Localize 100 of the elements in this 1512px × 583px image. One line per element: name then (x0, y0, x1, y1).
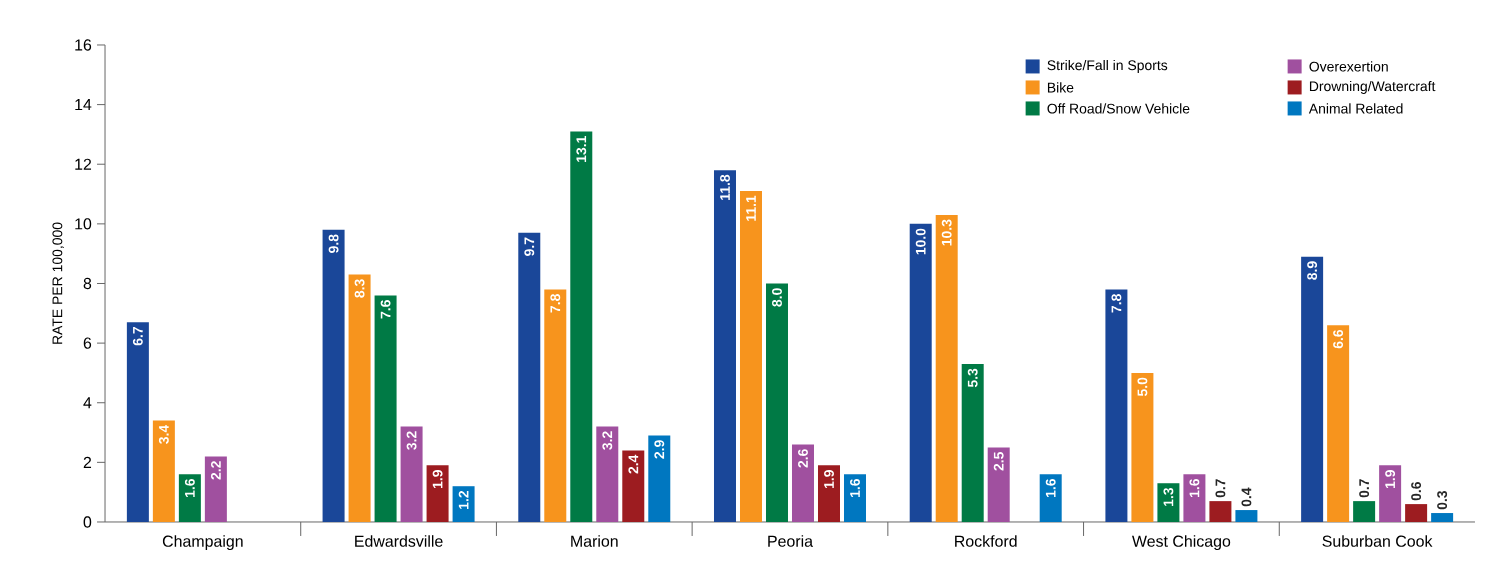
bar (1183, 474, 1206, 522)
y-tick-label: 4 (83, 397, 92, 409)
data-label: 1.9 (1385, 470, 1396, 489)
bar (1039, 474, 1062, 522)
data-label: 2.5 (993, 452, 1004, 471)
data-label: 1.6 (184, 478, 195, 497)
bar (765, 283, 788, 522)
data-label: 8.0 (772, 288, 782, 307)
x-tick-label: Peoria (768, 535, 814, 547)
data-label: 11.8 (720, 174, 730, 200)
legend-label: Drowning/Watercraft (1309, 80, 1436, 94)
data-label: 1.2 (458, 490, 469, 509)
data-label: 3.4 (158, 424, 169, 444)
bar (791, 444, 814, 522)
bar (518, 232, 541, 522)
data-label: 9.8 (328, 234, 339, 253)
data-label: 2.9 (654, 440, 665, 459)
data-label: 2.4 (628, 454, 639, 474)
data-label: 0.6 (1411, 482, 1422, 501)
bar (322, 229, 345, 522)
y-tick-label: 6 (83, 337, 92, 349)
data-label: 0.7 (1359, 479, 1370, 498)
bar (596, 426, 619, 522)
legend-label: Strike/Fall in Sports (1047, 59, 1168, 73)
bar (1431, 513, 1454, 522)
data-label: 2.6 (798, 449, 808, 468)
data-label: 3.2 (406, 431, 417, 450)
y-tick-label: 10 (75, 218, 92, 230)
data-label: 3.2 (602, 431, 613, 450)
data-label: 9.7 (524, 237, 535, 256)
bar (348, 274, 371, 522)
bar (1209, 501, 1232, 522)
legend-label: Overexertion (1309, 61, 1388, 72)
data-label: 7.8 (550, 294, 561, 313)
bar (739, 191, 762, 522)
y-tick-label: 8 (83, 277, 92, 290)
bar (1105, 289, 1128, 522)
bar (1327, 325, 1350, 522)
data-label: 8.3 (354, 279, 365, 298)
x-tick-label: Suburban Cook (1322, 535, 1433, 547)
data-label: 8.9 (1307, 261, 1318, 280)
data-label: 1.9 (432, 470, 443, 489)
y-tick-label: 16 (75, 39, 92, 51)
bar (817, 465, 840, 522)
bar (452, 486, 475, 522)
bar (622, 450, 645, 522)
bar (178, 474, 201, 522)
bar (374, 295, 397, 522)
data-label: 1.9 (824, 470, 834, 489)
data-label: 0.7 (1215, 479, 1226, 498)
bar (1157, 483, 1180, 522)
bar (844, 474, 866, 522)
bar (713, 170, 736, 522)
bar (426, 465, 449, 522)
bar (1301, 256, 1324, 522)
bar (544, 289, 567, 522)
bar (1131, 372, 1154, 522)
y-tick-label: 12 (75, 158, 92, 170)
data-label: 6.7 (132, 327, 143, 346)
data-label: 13.1 (576, 136, 587, 162)
data-label: 6.6 (1333, 329, 1344, 349)
data-label: 1.6 (1189, 478, 1200, 497)
bar (152, 420, 175, 522)
bar (1379, 465, 1402, 522)
bar (126, 322, 149, 522)
data-label: 2.2 (210, 461, 221, 480)
data-label: 11.1 (746, 195, 756, 221)
y-tick-label: 0 (83, 516, 92, 528)
y-tick-label: 2 (83, 456, 92, 468)
data-label: 5.3 (967, 368, 978, 388)
bar (1353, 501, 1376, 522)
legend-label: Animal Related (1308, 103, 1403, 114)
y-axis-title: RATE PER 100,000 (52, 222, 64, 344)
x-tick-label: Champaign (162, 535, 243, 551)
bar (570, 131, 593, 522)
data-label: 7.6 (380, 300, 391, 319)
x-tick-label: Marion (571, 535, 618, 547)
bar (1235, 510, 1258, 522)
legend-label: Off Road/Snow Vehicle (1047, 103, 1190, 114)
data-label: 1.6 (850, 478, 860, 497)
x-tick-label: Edwardsville (355, 535, 443, 547)
bar (909, 223, 932, 522)
y-tick-label: 14 (75, 99, 92, 111)
bar (648, 435, 671, 522)
data-label: 7.8 (1111, 294, 1122, 313)
bar (987, 447, 1010, 522)
bar (400, 426, 423, 522)
x-tick-label: Rockford (955, 535, 1017, 547)
bar (935, 214, 958, 522)
data-label: 10.0 (915, 228, 926, 255)
data-label: 0.3 (1437, 490, 1448, 510)
data-label: 0.4 (1241, 487, 1252, 507)
data-label: 1.6 (1045, 478, 1056, 497)
bar (204, 456, 227, 522)
data-label: 1.3 (1163, 487, 1174, 506)
bar (961, 363, 984, 522)
bar (1405, 504, 1428, 522)
data-label: 10.3 (941, 219, 952, 246)
x-tick-label: West Chicago (1132, 535, 1231, 551)
legend-label: Bike (1047, 82, 1074, 93)
